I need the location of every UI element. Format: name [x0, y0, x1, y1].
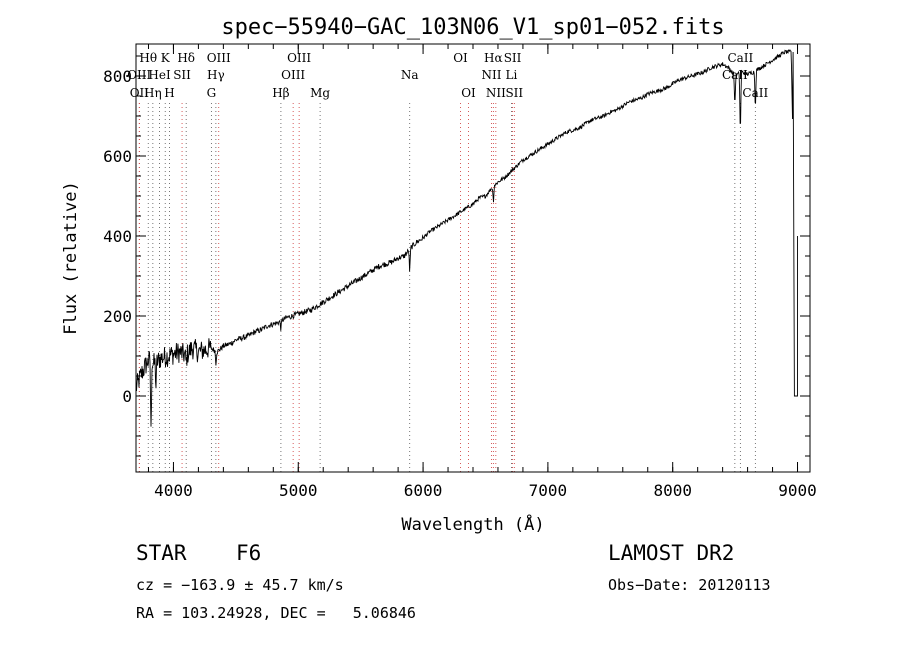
line-marker-label: NII — [486, 86, 506, 100]
plot-frame — [135, 43, 811, 473]
object-subclass: F6 — [236, 541, 262, 565]
line-marker-label: Hβ — [272, 86, 289, 100]
line-marker-label: OIII — [287, 51, 311, 65]
y-tick-label: 200 — [103, 307, 132, 326]
x-tick-label: 4000 — [154, 481, 193, 500]
line-marker-label: SII — [173, 68, 191, 82]
line-marker-label: OIII — [127, 68, 151, 82]
line-marker-label: Hδ — [177, 51, 195, 65]
line-marker-label: G — [207, 86, 217, 100]
line-marker-label: Hη — [144, 86, 162, 100]
x-tick-label: 9000 — [778, 481, 817, 500]
object-class: STAR — [136, 541, 187, 565]
line-marker-label: CaII — [722, 68, 748, 82]
x-axis-label: Wavelength (Å) — [401, 513, 544, 535]
y-tick-label: 800 — [103, 67, 132, 86]
y-tick-label: 600 — [103, 147, 132, 166]
line-marker-label: SII — [504, 51, 522, 65]
line-marker-label: K — [161, 51, 171, 65]
spectrum-series — [135, 49, 798, 427]
line-marker-label: OIII — [207, 51, 231, 65]
sky-coordinates: RA = 103.24928, DEC = 5.06846 — [136, 604, 416, 622]
line-marker-label: Mg — [310, 86, 330, 100]
x-tick-label: 8000 — [653, 481, 692, 500]
data-release: LAMOST DR2 — [608, 541, 735, 565]
line-marker-label: Hθ — [139, 51, 157, 65]
line-marker-label: OIII — [281, 68, 305, 82]
spectrum-line — [135, 49, 798, 427]
line-marker-label: OII — [130, 86, 150, 100]
y-tick-label: 400 — [103, 227, 132, 246]
x-tick-label: 6000 — [404, 481, 443, 500]
y-tick-label: 0 — [122, 387, 132, 406]
chart-title: spec−55940−GAC_103N06_V1_sp01−052.fits — [221, 15, 724, 40]
line-marker-label: Hγ — [207, 68, 225, 82]
y-axis-ticks: 0 200 400 600 800 — [103, 55, 810, 457]
redshift-velocity: cz = −163.9 ± 45.7 km/s — [136, 576, 344, 594]
x-axis-ticks: 4000 5000 6000 7000 8000 9000 — [147, 44, 817, 500]
line-marker-label: CaII — [727, 51, 753, 65]
line-marker-label: Hα — [484, 51, 503, 65]
x-tick-label: 7000 — [529, 481, 568, 500]
line-marker-label: SII — [505, 86, 523, 100]
line-marker-label: OI — [453, 51, 468, 65]
line-marker-label: NII — [481, 68, 501, 82]
line-marker-label: Li — [506, 68, 518, 82]
line-marker-label: HeI — [148, 68, 171, 82]
line-marker-label: OI — [461, 86, 476, 100]
observation-date: Obs−Date: 20120113 — [608, 576, 771, 594]
line-marker-label: Na — [401, 68, 419, 82]
y-axis-label: Flux (relative) — [61, 181, 81, 335]
x-tick-label: 5000 — [279, 481, 318, 500]
line-marker-label: H — [164, 86, 174, 100]
